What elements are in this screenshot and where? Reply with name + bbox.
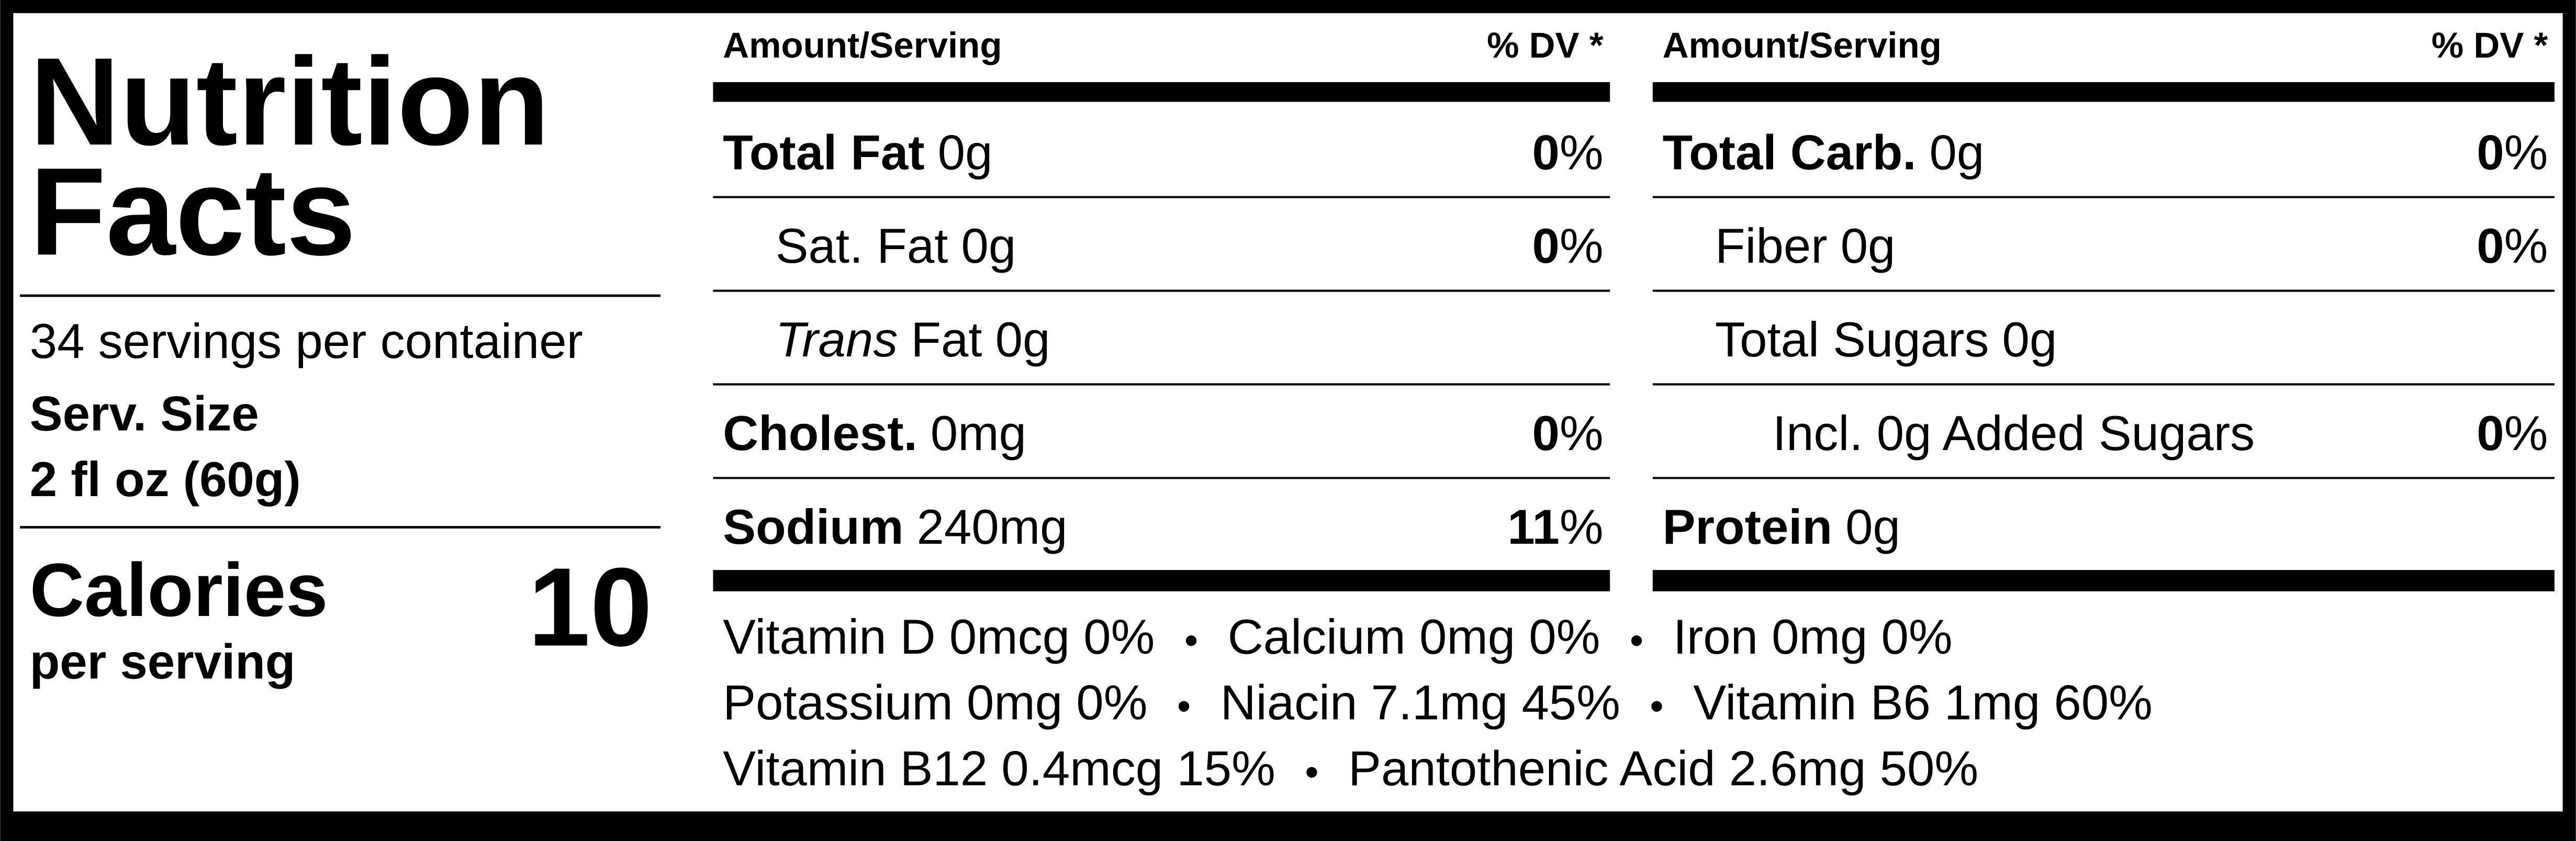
nutrient: Sodium 240mg <box>723 499 1067 554</box>
nutrient: Total Sugars 0g <box>1715 312 2057 367</box>
nutrient-name: Sat. Fat <box>776 218 948 273</box>
nutrient: Protein 0g <box>1663 499 1900 554</box>
nutrient-name: Sodium <box>723 499 903 554</box>
vitamin-line: Potassium 0mg 0% • Niacin 7.1mg 45% • Vitami… <box>723 675 2153 730</box>
separator: • <box>1184 618 1198 662</box>
calories-sub: per serving <box>30 634 296 689</box>
vitamin: Vitamin B12 0.4mcg 15% <box>723 741 1275 795</box>
nutrient-name: Total Carb. <box>1663 125 1917 180</box>
daily-value: 0% <box>1532 218 1604 273</box>
nutrient-name: Incl. 0g Added Sugars <box>1773 406 2255 461</box>
nutrient-name: Protein <box>1663 499 1832 554</box>
vitamin: Vitamin D 0mcg 0% <box>723 609 1155 664</box>
nutrient: Trans Fat 0g <box>776 312 1050 367</box>
servings: 34 servings per container <box>30 313 583 368</box>
serving-size-label: Serv. Size <box>30 386 259 441</box>
thick-bar <box>1652 570 2555 591</box>
daily-value: 0% <box>2477 406 2548 461</box>
separator: • <box>1177 684 1191 728</box>
serving-size: 2 fl oz (60g) <box>30 452 301 507</box>
vitamin: Potassium 0mg 0% <box>723 675 1147 730</box>
vitamin: Niacin 7.1mg 45% <box>1220 675 1620 730</box>
separator: • <box>1630 618 1643 662</box>
nutrient: Fiber 0g <box>1715 218 1895 273</box>
thick-bar <box>713 570 1610 591</box>
nutrient-amount: 0g <box>1841 218 1896 273</box>
nutrient-amount: 0g <box>938 125 993 180</box>
nutrient-name: Fat <box>911 312 982 367</box>
separator: • <box>1305 749 1318 793</box>
vitamin: Pantothenic Acid 2.6mg 50% <box>1348 741 1978 795</box>
vitamin: Calcium 0mg 0% <box>1228 609 1600 664</box>
vitamin: Iron 0mg 0% <box>1673 609 1953 664</box>
daily-value: 0% <box>2477 218 2548 273</box>
daily-value: 0% <box>1532 125 1604 180</box>
thick-bar <box>1652 82 2555 102</box>
separator: • <box>1650 684 1663 728</box>
nutrient-amount: 0mg <box>931 406 1026 461</box>
nutrient: Total Fat 0g <box>723 125 992 180</box>
daily-value: 11% <box>1507 499 1603 554</box>
nutrient-name: Cholest. <box>723 406 917 461</box>
nutrient: Incl. 0g Added Sugars <box>1773 406 2255 461</box>
title: Nutrition <box>30 31 550 171</box>
calories: 10 <box>528 545 652 669</box>
title: Facts <box>30 141 356 281</box>
nutrient-name: Total Fat <box>723 125 924 180</box>
nutrient: Sat. Fat 0g <box>776 218 1016 273</box>
nutrient-name-italic: Trans <box>776 312 898 367</box>
nutrient-amount: 0g <box>995 312 1050 367</box>
dv-header: % DV * <box>1487 25 1604 65</box>
nutrient-amount: 0g <box>961 218 1016 273</box>
nutrient-name: Total Sugars <box>1715 312 1989 367</box>
nutrient-amount: 0g <box>1845 499 1900 554</box>
vitamin-line: Vitamin B12 0.4mcg 15% • Pantothenic Acid … <box>723 741 1978 795</box>
thick-bar <box>713 82 1610 102</box>
amount-header: Amount/Serving <box>723 25 1002 65</box>
nutrient: Cholest. 0mg <box>723 406 1026 461</box>
nutrient-amount: 0g <box>1929 125 1984 180</box>
nutrient-name: Fiber <box>1715 218 1828 273</box>
calories-label: Calories <box>30 547 328 632</box>
daily-value: 0% <box>1532 406 1604 461</box>
nutrient: Total Carb. 0g <box>1663 125 1985 180</box>
vitamin-line: Vitamin D 0mcg 0% • Calcium 0mg 0% • Iron 0m… <box>723 609 1952 664</box>
vitamin: Vitamin B6 1mg 60% <box>1693 675 2153 730</box>
amount-header: Amount/Serving <box>1663 25 1942 65</box>
dv-header: % DV * <box>2432 25 2548 65</box>
nutrient-amount: 240mg <box>917 499 1068 554</box>
label-panel <box>13 13 2563 812</box>
nutrient-amount: 0g <box>2002 312 2057 367</box>
daily-value: 0% <box>2477 125 2548 180</box>
